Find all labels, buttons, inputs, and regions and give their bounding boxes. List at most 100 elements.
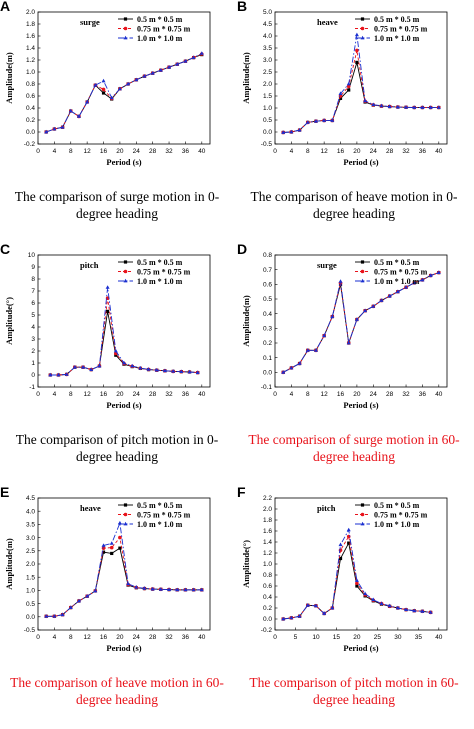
x-tick-label: 20 xyxy=(353,391,361,398)
data-point xyxy=(395,104,400,109)
legend: 0.5 m * 0.5 m0.75 m * 0.75 m1.0 m * 1.0 … xyxy=(118,15,191,43)
panel-caption: The comparison of pitch motion in 60-deg… xyxy=(249,675,459,707)
data-point xyxy=(281,130,286,134)
data-point xyxy=(146,367,151,371)
chart-pitch-60deg: -0.2 0.0 0.2 0.4 0.6 0.8 1.0 1.2 1.4 1.6 1.8 2.0 2.2… xyxy=(241,495,448,653)
series-3 xyxy=(281,527,433,621)
y-tick-label: 0.8 xyxy=(263,572,272,579)
x-tick-label: 4 xyxy=(53,634,57,641)
data-point xyxy=(150,586,155,591)
motion-label: pitch xyxy=(317,503,336,513)
x-tick-label: 25 xyxy=(374,634,382,641)
x-tick-label: 24 xyxy=(133,634,141,641)
data-point xyxy=(313,119,318,123)
data-point xyxy=(142,586,147,590)
y-tick-label: 2.0 xyxy=(263,506,272,513)
data-point xyxy=(60,125,65,129)
y-tick-label: 0.0 xyxy=(263,616,272,623)
plot-frame xyxy=(274,11,448,145)
data-point xyxy=(387,293,392,298)
y-tick-label: 1 xyxy=(31,360,35,367)
y-tick-label: 1.6 xyxy=(263,528,272,535)
x-tick-label: 36 xyxy=(419,391,427,398)
y-tick-label: 4.5 xyxy=(26,495,35,502)
data-point xyxy=(113,348,118,353)
series-line xyxy=(46,54,202,133)
legend-label: 0.5 m * 0.5 m xyxy=(374,15,420,24)
data-point xyxy=(118,535,122,540)
data-point xyxy=(330,118,335,122)
series-2 xyxy=(44,535,204,619)
legend: 0.5 m * 0.5 m0.75 m * 0.75 m1.0 m * 1.0 … xyxy=(118,501,191,529)
data-point xyxy=(346,340,351,345)
data-point xyxy=(355,584,359,588)
y-tick-label: 1.0 xyxy=(26,588,35,595)
data-point xyxy=(105,285,110,289)
data-point xyxy=(436,105,441,109)
data-point xyxy=(93,588,98,593)
series-2 xyxy=(281,48,441,135)
y-tick-label: 4.0 xyxy=(26,508,35,515)
data-point xyxy=(72,365,77,369)
panel-letter: E xyxy=(0,484,10,500)
x-tick-label: 4 xyxy=(290,391,294,398)
panel-d: -0.1 0.0 0.1 0.2 0.3 0.4 0.5 0.6 0.7 0.8 0 4 8 12 16 20… xyxy=(237,241,474,486)
y-tick-label: -0.5 xyxy=(24,627,36,634)
legend-label: 0.75 m * 0.75 m xyxy=(374,24,428,33)
data-point xyxy=(134,77,139,82)
y-tick-label: 1.2 xyxy=(26,57,35,64)
series-3 xyxy=(281,270,441,374)
y-axis-title: Amplitude(m) xyxy=(4,52,14,104)
data-point xyxy=(150,71,155,75)
y-tick-label: 0.5 xyxy=(26,601,35,608)
plot-frame xyxy=(37,11,211,145)
data-point xyxy=(387,104,392,108)
series-1 xyxy=(44,53,204,134)
x-tick-label: 20 xyxy=(116,148,124,155)
motion-label: pitch xyxy=(80,260,99,270)
data-point xyxy=(109,95,114,100)
x-tick-label: 16 xyxy=(337,391,345,398)
data-point xyxy=(134,585,139,589)
data-point xyxy=(355,48,359,53)
y-tick-label: 5 xyxy=(31,312,35,319)
legend: 0.5 m * 0.5 m0.75 m * 0.75 m1.0 m * 1.0 … xyxy=(118,258,191,286)
x-tick-label: 0 xyxy=(36,148,40,155)
data-point xyxy=(60,612,65,617)
legend-marker xyxy=(360,269,365,274)
x-tick-label: 24 xyxy=(370,148,378,155)
x-tick-label: 32 xyxy=(165,634,173,641)
y-tick-label: 1.5 xyxy=(26,574,35,581)
data-point xyxy=(338,91,343,95)
x-tick-label: 36 xyxy=(419,148,427,155)
y-tick-label: 1.0 xyxy=(263,105,272,112)
legend-label: 0.5 m * 0.5 m xyxy=(374,258,420,267)
y-tick-label: 0.0 xyxy=(263,370,272,377)
legend-marker xyxy=(360,260,365,264)
data-point xyxy=(363,591,368,596)
series-1 xyxy=(44,546,204,618)
x-tick-label: 20 xyxy=(353,148,361,155)
series-line xyxy=(282,272,439,373)
data-point xyxy=(330,605,335,610)
data-point xyxy=(44,614,49,618)
y-tick-label: 0.5 xyxy=(263,117,272,124)
panel-letter: A xyxy=(0,0,11,14)
data-point xyxy=(126,581,131,586)
y-tick-label: -0.1 xyxy=(261,384,273,391)
data-point xyxy=(117,86,122,91)
y-tick-label: 10 xyxy=(28,252,36,259)
x-tick-label: 20 xyxy=(116,634,124,641)
panel-letter: C xyxy=(0,241,11,257)
data-point xyxy=(101,87,106,92)
data-point xyxy=(297,361,302,365)
data-point xyxy=(68,108,73,113)
legend-label: 1.0 m * 1.0 m xyxy=(137,277,183,286)
y-tick-label: 3.5 xyxy=(26,522,35,529)
data-point xyxy=(48,372,53,377)
y-tick-label: 2 xyxy=(31,348,35,355)
data-point xyxy=(404,105,409,109)
series-2 xyxy=(44,52,204,134)
x-tick-label: 20 xyxy=(353,634,361,641)
legend-label: 0.75 m * 0.75 m xyxy=(374,267,428,276)
